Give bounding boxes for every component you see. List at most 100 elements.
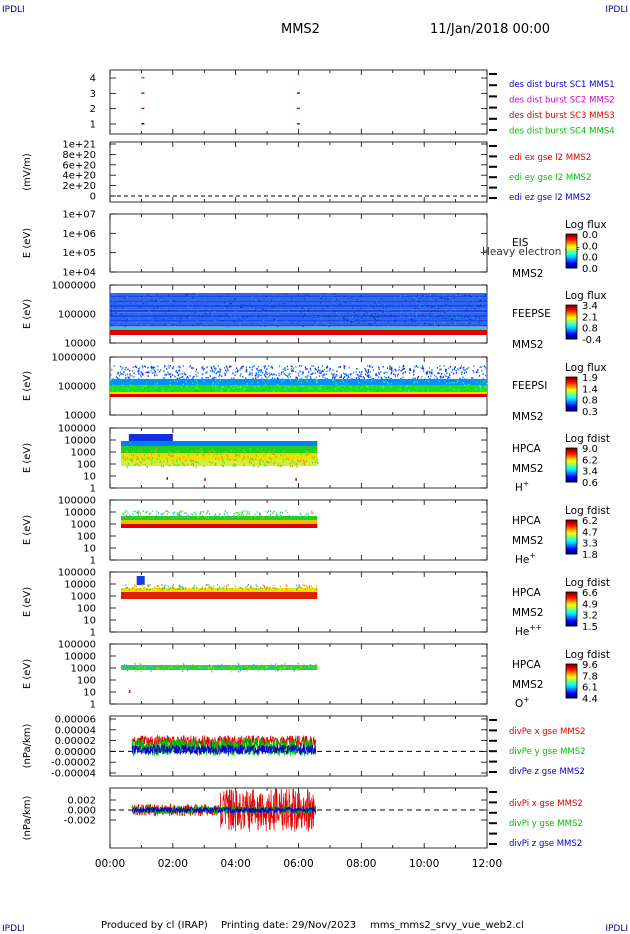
spectrogram-speck (457, 293, 459, 295)
spectrogram-speck (454, 297, 456, 299)
spectrogram-speck (254, 513, 256, 516)
spectrogram-speck (211, 461, 213, 464)
spectrogram-speck (296, 588, 298, 591)
spectrogram-speck (175, 370, 177, 373)
instrument-label: HPCA (512, 587, 542, 599)
footer-printing-date: Printing date: 29/Nov/2023 (221, 920, 357, 931)
spectrogram-speck (226, 455, 229, 458)
spectrogram-speck (463, 390, 466, 392)
spectrogram-speck (449, 311, 451, 313)
spectrogram-speck (315, 376, 317, 379)
spectrogram-speck (453, 368, 456, 371)
spectrogram-speck (206, 313, 208, 315)
spectrogram-speck (226, 365, 228, 368)
spectrogram-speck (242, 384, 244, 386)
spectrogram-speck (177, 667, 179, 669)
spectrogram-speck (295, 376, 297, 379)
spectrogram-speck (224, 374, 226, 377)
spectrogram-speck (134, 663, 136, 665)
colorbar-cell (566, 542, 577, 545)
y-tick-label: 4 (90, 74, 96, 85)
spectrogram-speck (271, 367, 274, 369)
spectrogram-speck (178, 378, 180, 380)
spectrogram-speck (261, 390, 263, 392)
spectrogram-speck (291, 460, 293, 463)
spectrogram-speck (315, 383, 317, 385)
spectrogram-speck (263, 463, 265, 466)
spectrogram-speck (478, 375, 481, 377)
colorbar-cell (566, 238, 577, 241)
spectrogram-speck (154, 383, 156, 385)
spectrogram-band (120, 453, 318, 460)
spectrogram-speck (472, 377, 474, 380)
y-axis-label: (mV/m) (22, 153, 33, 191)
spectrogram-speck (137, 458, 139, 461)
colorbar-cell (566, 406, 577, 409)
spectrogram-speck (429, 313, 431, 315)
spectrogram-speck (481, 369, 483, 372)
spectrogram-speck (335, 296, 337, 298)
spectrogram-speck (166, 388, 168, 390)
spectrogram-speck (209, 312, 211, 314)
spectrogram-speck (237, 514, 239, 517)
spectrogram-speck (244, 387, 247, 389)
legend-label: divPi x gse MMS2 (509, 799, 583, 809)
spectrogram-speck (286, 588, 288, 591)
spectrogram-speck (115, 312, 117, 314)
spectrogram-speck (118, 379, 121, 381)
spectrogram-speck (277, 382, 279, 385)
spectrogram-speck (273, 306, 275, 308)
spectrogram-speck (271, 512, 273, 514)
colorbar-cell (566, 480, 577, 483)
spectrogram-speck (228, 389, 230, 391)
spectrogram-speck (249, 511, 251, 513)
spectrogram-speck (160, 299, 162, 301)
colorbar-cell (566, 386, 577, 389)
spectrogram-speck (320, 302, 322, 304)
spectrogram-speck (201, 515, 203, 517)
spectrogram-speck (285, 293, 287, 295)
spectrogram-speck (153, 379, 155, 381)
spectrogram-speck (411, 311, 413, 313)
spectrogram-speck (479, 386, 481, 389)
spectrogram-speck (181, 667, 183, 670)
spectrogram-speck (275, 664, 277, 666)
spectrogram-speck (367, 375, 369, 378)
spectrogram-speck (190, 513, 193, 515)
spectrogram-speck (174, 380, 176, 382)
spectrogram-speck (430, 298, 432, 300)
spectrogram-speck (195, 386, 198, 389)
spectrogram-speck (184, 373, 186, 376)
spectrogram-speck (214, 463, 216, 466)
spectrogram-speck (443, 379, 445, 382)
spectrogram-speck (129, 458, 131, 461)
spectrogram-speck (343, 317, 345, 319)
spectrogram-speck (128, 690, 131, 693)
spectrogram-speck (272, 386, 274, 388)
colorbar-label: Log flux (565, 290, 607, 302)
spectrogram-speck (370, 316, 372, 318)
colorbar-tick-label: 0.0 (582, 241, 598, 252)
spectrogram-speck (154, 314, 156, 316)
spectrogram-speck (215, 379, 217, 382)
spectrogram-speck (277, 464, 279, 467)
spectrogram-speck (289, 376, 292, 378)
spectrogram-speck (433, 374, 436, 377)
spectrogram-speck (389, 309, 391, 311)
spectrogram-speck (195, 373, 197, 376)
spectrogram-speck (367, 390, 369, 392)
colorbar-cell (566, 695, 577, 698)
colorbar-cell (566, 243, 577, 246)
spectrogram-speck (311, 386, 313, 389)
spectrogram-speck (417, 302, 419, 304)
spectrogram-speck (357, 309, 359, 311)
spectrogram-speck (311, 510, 313, 512)
spectrogram-speck (196, 375, 198, 378)
spectrogram-speck (328, 325, 330, 327)
spectrogram-speck (242, 376, 244, 378)
colorbar-tick-label: 1.4 (582, 384, 598, 395)
spectrogram-speck (277, 326, 279, 328)
spectrogram-speck (348, 322, 350, 324)
spectrogram-speck (445, 298, 447, 300)
